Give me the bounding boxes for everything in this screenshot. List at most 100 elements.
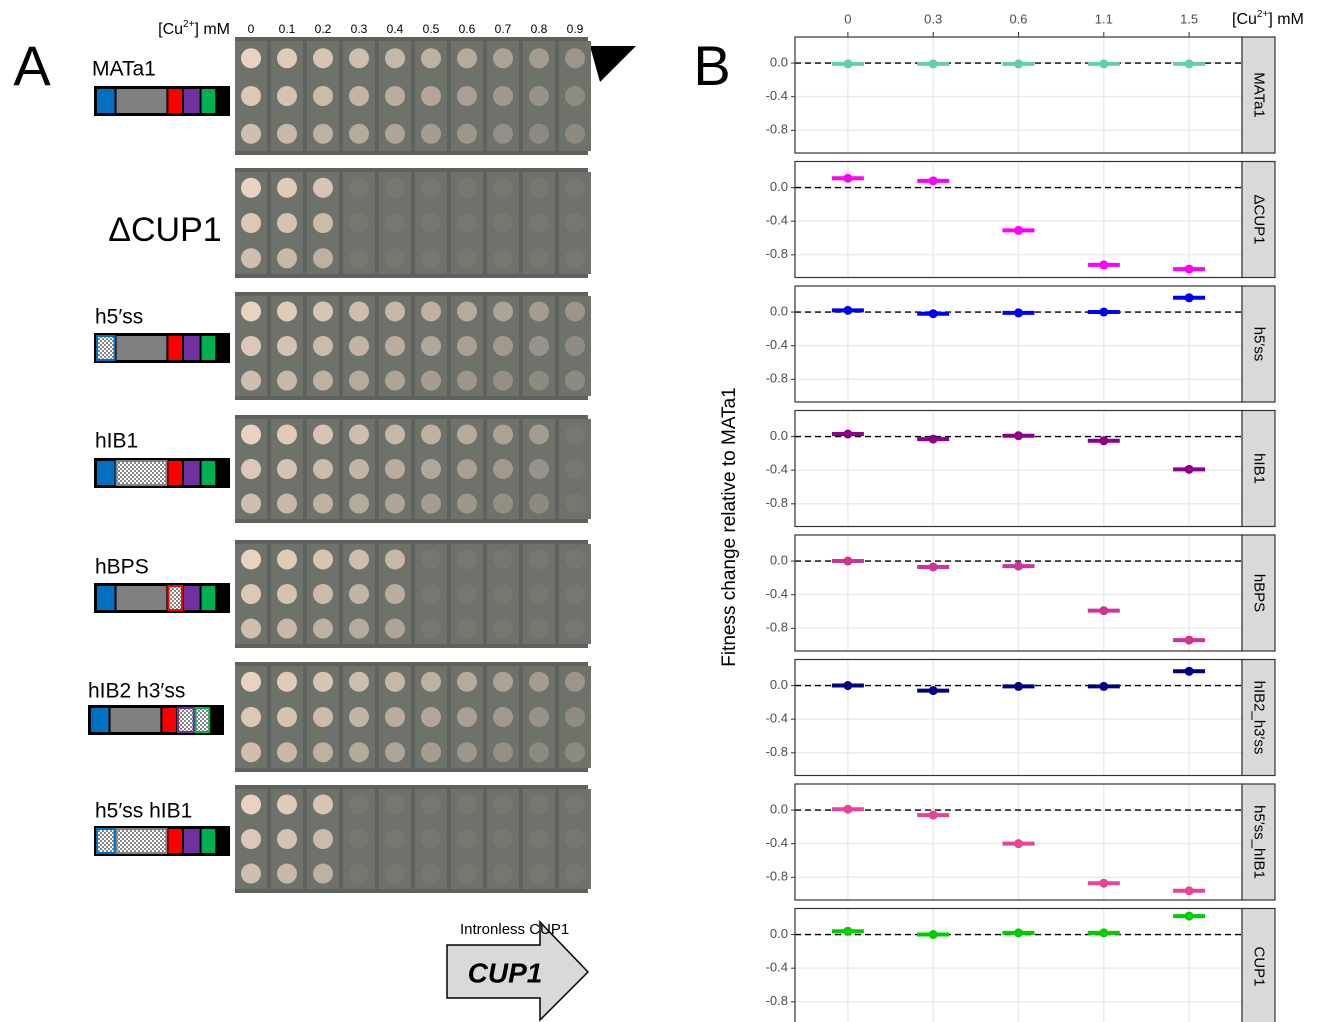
spot: [493, 370, 513, 391]
y-tick-label: -0.8: [766, 744, 788, 759]
conc-label: 0.9: [567, 22, 584, 36]
y-tick-label: 0.0: [770, 926, 788, 941]
spot: [529, 336, 549, 356]
spot: [529, 829, 549, 849]
spot: [565, 671, 585, 692]
strip: [1241, 907, 1276, 1022]
spot: [313, 742, 333, 763]
spot: [529, 248, 549, 269]
strip-label: hBPS: [1251, 574, 1268, 612]
spot: [529, 618, 549, 639]
spot: [529, 742, 549, 763]
spot: [277, 618, 297, 639]
strip: [1241, 534, 1276, 652]
spot: [565, 707, 585, 727]
spot: [565, 549, 585, 570]
strip: [1241, 36, 1276, 154]
point: [928, 562, 938, 572]
spot: [241, 123, 261, 144]
spot: [493, 584, 513, 604]
spot: [277, 48, 297, 69]
y-tick-label: -0.8: [766, 620, 788, 635]
spot: [421, 424, 441, 445]
spot: [565, 86, 585, 106]
spot: [385, 248, 405, 269]
spot: [349, 86, 369, 106]
spot: [493, 123, 513, 144]
spot: [493, 707, 513, 727]
spot: [421, 177, 441, 198]
spot: [421, 549, 441, 570]
spot: [457, 794, 477, 815]
spot: [241, 493, 261, 514]
spot: [385, 671, 405, 692]
point: [928, 930, 938, 940]
spot: [565, 829, 585, 849]
gene-segment: [110, 708, 161, 732]
conc-label: 0.2: [315, 22, 332, 36]
spot: [313, 123, 333, 144]
point: [1099, 59, 1109, 69]
gene-segment: [167, 585, 183, 611]
gene-segment: [168, 829, 182, 853]
spot: [313, 213, 333, 233]
point: [928, 176, 938, 186]
spot: [313, 336, 333, 356]
spot: [385, 794, 405, 815]
point: [1099, 307, 1109, 317]
spot: [493, 618, 513, 639]
spot: [457, 829, 477, 849]
spot: [277, 248, 297, 269]
spot: [349, 618, 369, 639]
spot: [349, 794, 369, 815]
x-axis-title: [Cu2+] mM: [1232, 9, 1304, 29]
spot: [493, 301, 513, 322]
spot: [313, 459, 333, 479]
lane: [559, 419, 591, 519]
spot: [349, 549, 369, 570]
strain-label: hIB1: [95, 430, 138, 453]
point: [1099, 260, 1109, 270]
spot: [313, 707, 333, 727]
lane: [379, 789, 411, 889]
x-tick-label: 0.3: [924, 11, 942, 26]
spot: [457, 336, 477, 356]
spot: [313, 829, 333, 849]
spot: [241, 549, 261, 570]
spot: [241, 584, 261, 604]
point: [1184, 886, 1194, 896]
point: [1184, 264, 1194, 274]
spot: [385, 549, 405, 570]
gene-segment: [97, 461, 115, 485]
spot: [529, 123, 549, 144]
lane: [559, 544, 591, 644]
spot: [385, 707, 405, 727]
spot: [421, 863, 441, 884]
spot: [565, 493, 585, 514]
spot: [385, 48, 405, 69]
spot: [277, 794, 297, 815]
spot: [313, 618, 333, 639]
spot: [241, 48, 261, 69]
point: [1014, 561, 1023, 571]
spot: [241, 177, 261, 198]
gene-segment: [116, 586, 167, 610]
spot: [457, 618, 477, 639]
lane: [523, 296, 555, 396]
spot: [241, 424, 261, 445]
strain-label: h5′ss: [95, 306, 143, 329]
spot: [493, 213, 513, 233]
point: [928, 434, 938, 444]
spot: [493, 248, 513, 269]
spot: [457, 301, 477, 322]
point: [843, 173, 853, 183]
spot: [277, 336, 297, 356]
spot: [349, 671, 369, 692]
spot: [457, 742, 477, 763]
y-tick-label: 0.0: [770, 179, 788, 194]
lane: [451, 544, 483, 644]
spot: [385, 584, 405, 604]
strain-label: h5′ss hIB1: [95, 800, 192, 823]
spot: [421, 671, 441, 692]
lane: [523, 172, 555, 274]
